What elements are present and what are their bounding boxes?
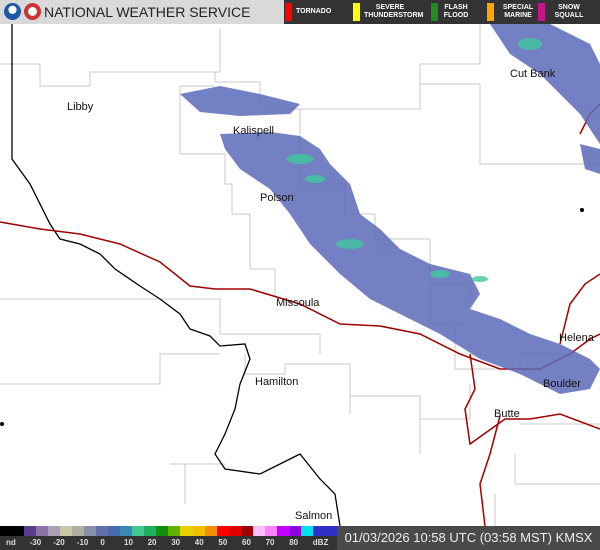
scale-swatch	[144, 526, 157, 536]
city-label: Hamilton	[255, 376, 299, 388]
radar-map[interactable]	[0, 24, 600, 526]
scale-swatch	[24, 526, 37, 536]
scale-swatch	[96, 526, 109, 536]
scale-swatch	[132, 526, 145, 536]
city-label: Helena	[559, 332, 594, 344]
warning-label: SPECIAL MARINE	[502, 4, 534, 19]
city-dot	[580, 208, 584, 212]
scale-swatch	[204, 526, 217, 536]
warning-snow-squall: SNOW SQUALL	[538, 3, 589, 21]
scale-swatch	[72, 526, 85, 536]
scale-swatch	[312, 526, 325, 536]
scale-tick: nd	[6, 538, 16, 547]
warning-swatch	[285, 3, 292, 21]
city-dot	[0, 422, 4, 426]
scale-tick: -20	[53, 538, 65, 547]
city-label: Missoula	[276, 297, 320, 309]
scale-swatch	[252, 526, 265, 536]
city-label: Libby	[67, 101, 94, 113]
scale-swatch	[156, 526, 169, 536]
warning-legend: TORNADO SEVERE THUNDERSTORM FLASH FLOOD SPE…	[284, 0, 600, 24]
scale-swatch	[228, 526, 241, 536]
scale-swatch	[12, 526, 25, 536]
scale-swatch	[168, 526, 181, 536]
scale-swatch	[36, 526, 49, 536]
scale-tick: 30	[171, 538, 181, 547]
city-label: Polson	[260, 192, 294, 204]
scale-tick: 60	[242, 538, 251, 547]
warning-severe-thunderstorm: SEVERE THUNDERSTORM	[353, 3, 424, 21]
scale-swatch	[108, 526, 121, 536]
scale-tick: 10	[124, 538, 133, 547]
warning-label: FLASH FLOOD	[443, 4, 469, 19]
warning-special-marine: SPECIAL MARINE	[487, 3, 538, 21]
city-label: Kalispell	[233, 125, 274, 137]
scale-tick: 70	[265, 538, 275, 547]
scale-tick: 50	[218, 538, 228, 547]
reflectivity-legend: nd -30 -20 -10 0 10 20 30 40 50 60 70 80 dBZ	[0, 526, 337, 550]
app-title: NATIONAL WEATHER SERVICE	[44, 4, 251, 20]
scale-tick: 20	[147, 538, 157, 547]
warning-swatch	[538, 3, 545, 21]
warning-swatch	[431, 3, 438, 21]
city-label: Butte	[494, 408, 520, 420]
scale-swatch	[192, 526, 205, 536]
city-label: Boulder	[543, 378, 581, 390]
scale-swatch	[60, 526, 73, 536]
scale-tick: 0	[100, 538, 105, 547]
scale-tick: -30	[29, 538, 42, 547]
nws-logo-icon	[24, 3, 41, 20]
scale-swatch	[180, 526, 193, 536]
radar-high-echoes	[286, 38, 542, 282]
county-lines	[0, 24, 600, 526]
scale-tick: 40	[194, 538, 204, 547]
warning-label: SEVERE THUNDERSTORM	[364, 4, 424, 19]
warning-swatch	[487, 3, 494, 21]
noaa-logo-icon	[4, 3, 21, 20]
scale-swatch	[120, 526, 133, 536]
timestamp: 01/03/2026 10:58 UTC (03:58 MST) KMSX	[337, 526, 600, 550]
warning-tornado: TORNADO	[285, 3, 332, 21]
scale-swatch	[0, 526, 13, 536]
scale-swatch	[48, 526, 61, 536]
scale-swatch	[300, 526, 313, 536]
scale-swatch	[240, 526, 253, 536]
warning-flash-flood: FLASH FLOOD	[431, 3, 470, 21]
city-label: Cut Bank	[510, 68, 556, 80]
scale-swatch	[288, 526, 301, 536]
warning-swatch	[353, 3, 360, 21]
scale-swatch	[276, 526, 289, 536]
color-scale	[0, 526, 337, 536]
state-border	[11, 24, 341, 526]
scale-swatch	[216, 526, 229, 536]
city-label: Salmon	[295, 510, 333, 522]
warning-label: SNOW SQUALL	[554, 4, 584, 19]
scale-swatch	[84, 526, 97, 536]
scale-swatch	[324, 526, 337, 536]
scale-tick: -10	[76, 538, 89, 547]
scale-tick: 80	[289, 538, 299, 547]
radar-echoes	[180, 24, 600, 394]
scale-tick: dBZ	[312, 538, 329, 547]
warning-label: TORNADO	[296, 8, 332, 15]
scale-swatch	[264, 526, 277, 536]
